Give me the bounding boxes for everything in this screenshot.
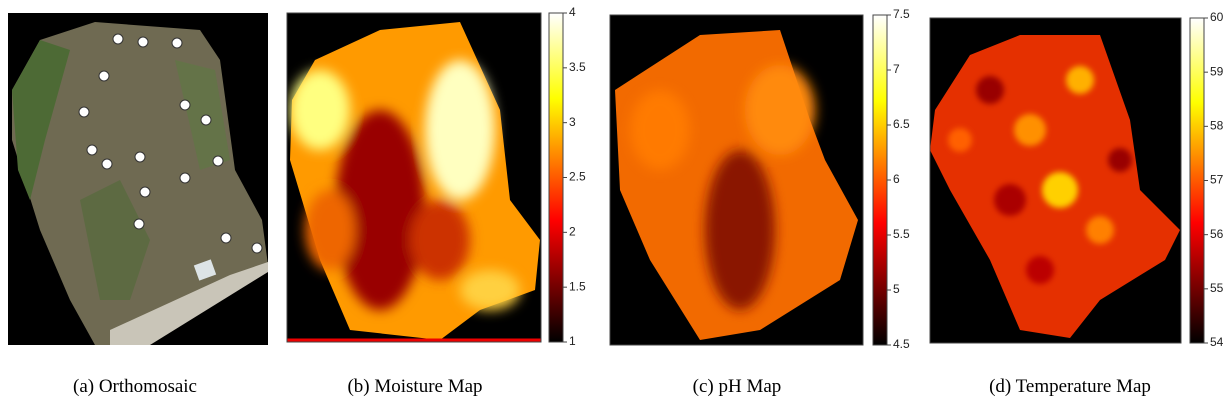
colorbar-tick-label: 4.5 bbox=[893, 337, 910, 351]
colorbar-tick-label: 2 bbox=[569, 225, 576, 239]
caption: (d) Temperature Map bbox=[989, 376, 1151, 397]
heatmap-frame bbox=[286, 12, 542, 343]
caption: (c) pH Map bbox=[693, 376, 782, 397]
orthomosaic bbox=[8, 13, 268, 345]
colorbar-tick-label: 58 bbox=[1210, 119, 1224, 133]
ph-heatmap bbox=[610, 15, 863, 345]
colorbar-tick-label: 3.5 bbox=[569, 60, 586, 74]
colorbar-tick-label: 55 bbox=[1210, 281, 1224, 295]
heatmap-frame bbox=[609, 14, 864, 346]
colorbar bbox=[1189, 17, 1205, 344]
colorbar-tick-label: 5.5 bbox=[893, 227, 910, 241]
colorbar bbox=[548, 12, 564, 343]
caption: (a) Orthomosaic bbox=[73, 376, 197, 397]
colorbar-tick-label: 1.5 bbox=[569, 279, 586, 293]
temperature-heatmap bbox=[930, 18, 1181, 343]
colorbar-tick-label: 56 bbox=[1210, 227, 1224, 241]
colorbar-tick-label: 6.5 bbox=[893, 117, 910, 131]
colorbar-tick-label: 57 bbox=[1210, 173, 1224, 187]
colorbar-tick-label: 3 bbox=[569, 115, 576, 129]
heatmap-frame bbox=[929, 17, 1182, 344]
colorbar-tick-label: 54 bbox=[1210, 335, 1224, 349]
moisture-heatmap bbox=[287, 13, 541, 342]
colorbar-tick-label: 7.5 bbox=[893, 7, 910, 21]
colorbar-tick-label: 4 bbox=[569, 5, 576, 19]
colorbar-tick-label: 6 bbox=[893, 172, 900, 186]
colorbar-tick-label: 1 bbox=[569, 334, 576, 348]
colorbar-tick-label: 5 bbox=[893, 282, 900, 296]
colorbar-tick-label: 7 bbox=[893, 62, 900, 76]
caption: (b) Moisture Map bbox=[347, 376, 482, 397]
colorbar-tick-label: 2.5 bbox=[569, 170, 586, 184]
colorbar-tick-label: 60 bbox=[1210, 10, 1224, 24]
colorbar bbox=[872, 14, 888, 346]
colorbar-tick-label: 59 bbox=[1210, 64, 1224, 78]
